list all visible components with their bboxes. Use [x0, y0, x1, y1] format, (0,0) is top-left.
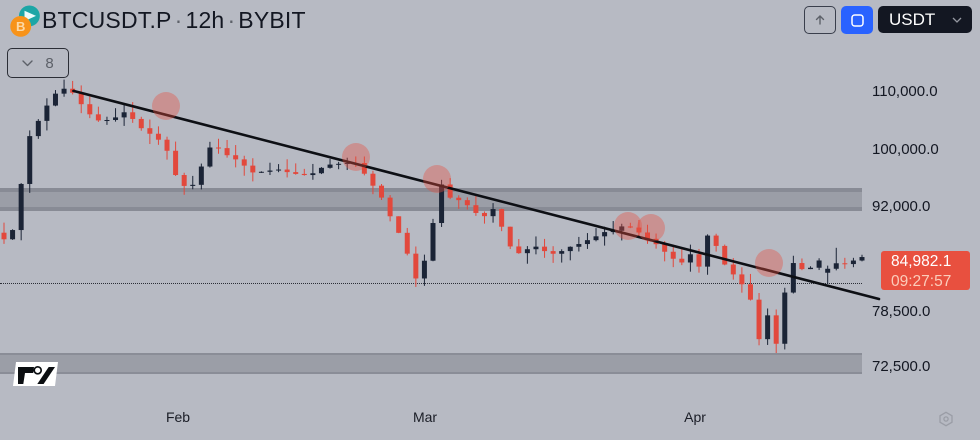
svg-text:B: B [16, 19, 25, 34]
